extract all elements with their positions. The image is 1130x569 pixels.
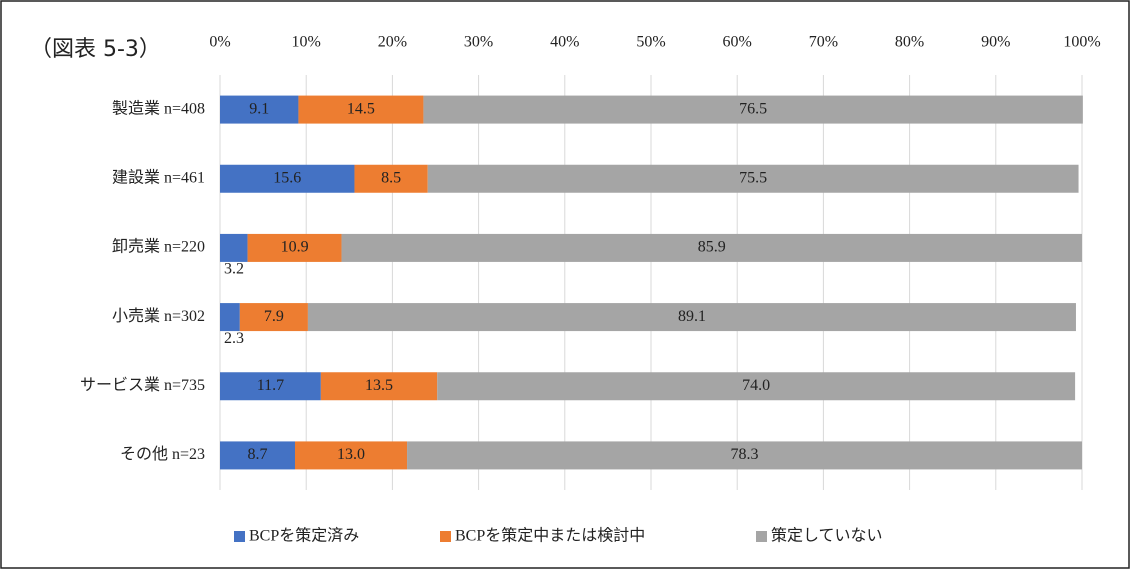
x-tick-label: 20%: [378, 34, 407, 51]
legend-swatch: [234, 531, 245, 542]
bar-segment: [298, 95, 424, 124]
bar-segment: [220, 372, 321, 401]
bar-segment: [423, 95, 1083, 124]
data-label: 9.1: [249, 100, 269, 117]
y-tick-label: 卸売業 n=220: [112, 238, 205, 256]
y-tick-label: 小売業 n=302: [112, 307, 205, 325]
data-label: 13.5: [365, 377, 393, 394]
data-label: 3.2: [224, 261, 244, 278]
x-tick-label: 10%: [292, 34, 321, 51]
bar-segment: [247, 233, 342, 262]
data-label: 2.3: [224, 330, 244, 347]
chart-title: （図表 5-3）: [30, 37, 161, 62]
x-tick-label: 90%: [981, 34, 1010, 51]
data-label: 15.6: [273, 169, 301, 186]
data-label: 75.5: [739, 169, 767, 186]
bar-segment: [294, 441, 408, 470]
x-tick-label: 60%: [723, 34, 752, 51]
bar-segment: [320, 372, 438, 401]
data-label: 14.5: [347, 100, 375, 117]
x-tick-label: 70%: [809, 34, 838, 51]
legend-swatch: [756, 531, 767, 542]
y-tick-label: その他 n=23: [120, 445, 205, 463]
x-tick-label: 100%: [1063, 34, 1100, 51]
data-label: 8.5: [381, 169, 401, 186]
legend-label: 策定していない: [771, 527, 883, 545]
y-tick-label: 製造業 n=408: [112, 99, 205, 117]
x-tick-label: 50%: [636, 34, 665, 51]
x-tick-label: 30%: [464, 34, 493, 51]
data-label: 13.0: [337, 446, 365, 463]
legend-label: BCPを策定済み: [249, 527, 359, 545]
bar-segment: [220, 95, 299, 124]
bar-segment: [239, 303, 308, 332]
data-label: 74.0: [742, 377, 770, 394]
y-tick-label: 建設業 n=461: [112, 168, 205, 186]
data-label: 7.9: [264, 308, 284, 325]
data-label: 78.3: [731, 446, 759, 463]
bar-segment: [220, 441, 295, 470]
data-label: 76.5: [739, 100, 767, 117]
x-tick-label: 0%: [209, 34, 230, 51]
bar-segment: [437, 372, 1076, 401]
bar-segment: [407, 441, 1083, 470]
data-label: 85.9: [698, 239, 726, 256]
legend-label: BCPを策定中または検討中: [455, 527, 645, 545]
y-tick-label: サービス業 n=735: [80, 376, 205, 394]
data-label: 11.7: [257, 377, 284, 394]
x-tick-label: 40%: [550, 34, 579, 51]
data-label: 89.1: [678, 308, 706, 325]
bar-segment: [220, 164, 355, 193]
data-label: 10.9: [281, 239, 309, 256]
bar-segment: [354, 164, 428, 193]
bar-segment: [220, 303, 240, 332]
bar-segment: [307, 303, 1076, 332]
bar-segment: [427, 164, 1079, 193]
bar-segment: [341, 233, 1082, 262]
legend-swatch: [440, 531, 451, 542]
data-label: 8.7: [247, 446, 267, 463]
bar-segment: [220, 233, 248, 262]
x-tick-label: 80%: [895, 34, 924, 51]
